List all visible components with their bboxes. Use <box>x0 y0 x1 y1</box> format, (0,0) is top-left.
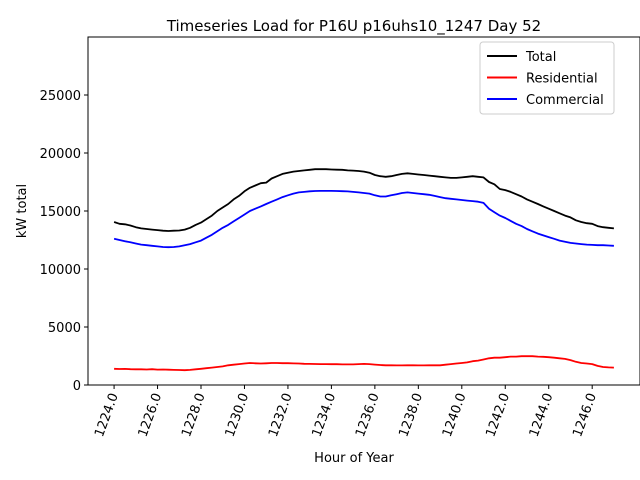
legend: Total Residential Commercial <box>479 41 615 115</box>
plot-area <box>113 168 614 372</box>
x-axis-label: Hour of Year <box>314 451 394 466</box>
series-line-residential <box>114 355 614 372</box>
chart-title: Timeseries Load for P16U p16uhs10_1247 D… <box>166 17 541 36</box>
legend-label-residential: Residential <box>526 72 598 87</box>
legend-label-commercial: Commercial <box>526 93 604 108</box>
series-line-commercial <box>113 189 614 249</box>
y-tick-label: 10000 <box>40 263 81 278</box>
y-axis-label: kW total <box>15 184 30 238</box>
y-tick-label: 20000 <box>40 147 81 162</box>
y-tick-label: 5000 <box>48 321 81 336</box>
y-axis: 0 5000 10000 15000 20000 25000 <box>40 89 88 394</box>
y-tick-label: 0 <box>73 379 81 394</box>
legend-frame <box>479 41 615 115</box>
legend-label-total: Total <box>525 50 556 65</box>
y-tick-label: 15000 <box>40 205 81 220</box>
series-line-total <box>113 168 614 232</box>
y-tick-label: 25000 <box>40 89 81 104</box>
